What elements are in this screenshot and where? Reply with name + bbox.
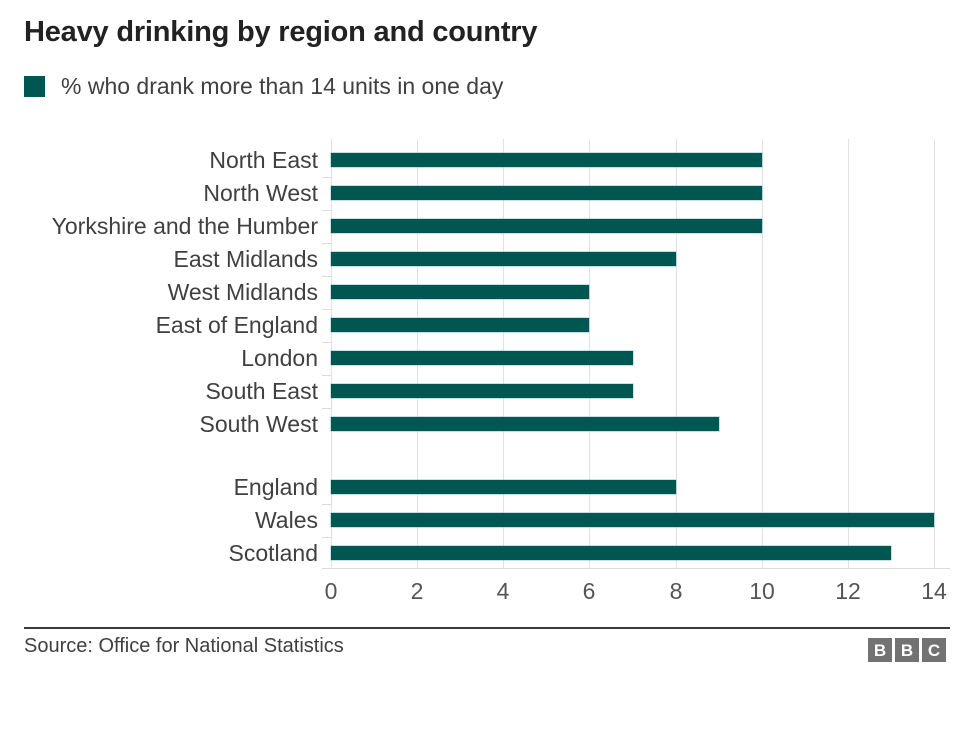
- footer-divider: [24, 627, 950, 629]
- bbc-logo-block: B: [868, 638, 892, 662]
- bar: [331, 252, 676, 266]
- bbc-logo-block: B: [895, 638, 919, 662]
- category-label: Scotland: [228, 540, 318, 566]
- bar: [331, 480, 676, 494]
- category-label: Wales: [254, 507, 318, 533]
- bar: [331, 186, 762, 200]
- bar: [331, 546, 891, 560]
- bar: [331, 417, 719, 431]
- bbc-logo-block: C: [922, 638, 946, 662]
- x-tick-label: 0: [324, 578, 338, 604]
- category-label: West Midlands: [167, 279, 318, 305]
- y-tick: [322, 375, 331, 376]
- category-label: South East: [205, 378, 318, 404]
- y-tick: [322, 210, 331, 211]
- bar: [331, 513, 934, 527]
- gridline: [676, 139, 677, 568]
- bar: [331, 153, 762, 167]
- chart-title: Heavy drinking by region and country: [24, 16, 538, 48]
- y-tick: [322, 309, 331, 310]
- gridline: [762, 139, 763, 568]
- x-tick-label: 14: [921, 578, 947, 604]
- bar: [331, 351, 633, 365]
- y-tick: [322, 408, 331, 409]
- y-tick: [322, 342, 331, 343]
- category-label: England: [233, 474, 318, 500]
- y-tick: [322, 243, 331, 244]
- bar: [331, 318, 589, 332]
- legend: % who drank more than 14 units in one da…: [24, 73, 503, 99]
- bbc-logo: B B C: [868, 638, 946, 662]
- bar: [331, 219, 762, 233]
- y-tick: [322, 276, 331, 277]
- x-tick-label: 12: [835, 578, 861, 604]
- x-tick-label: 10: [749, 578, 775, 604]
- bar: [331, 384, 633, 398]
- bar: [331, 285, 589, 299]
- x-axis-line: [322, 568, 950, 569]
- x-tick-label: 2: [410, 578, 424, 604]
- gridline: [934, 139, 935, 568]
- category-label: North West: [203, 180, 318, 206]
- bar-chart: 0 2 4 6 8 10 12 14 North East North West Yorkshire…: [51, 139, 950, 604]
- x-tick-label: 8: [669, 578, 683, 604]
- category-label: South West: [199, 411, 318, 437]
- y-tick: [322, 177, 331, 178]
- category-label: East of England: [155, 312, 318, 338]
- category-label: North East: [209, 147, 318, 173]
- legend-swatch: [24, 75, 45, 97]
- y-tick: [322, 504, 331, 505]
- x-tick-label: 4: [496, 578, 510, 604]
- category-label: Yorkshire and the Humber: [51, 213, 318, 239]
- category-label: London: [241, 345, 318, 371]
- gridline: [848, 139, 849, 568]
- y-tick: [322, 537, 331, 538]
- source-note: Source: Office for National Statistics: [24, 635, 344, 657]
- legend-label: % who drank more than 14 units in one da…: [61, 72, 504, 99]
- category-label: East Midlands: [173, 246, 318, 272]
- x-tick-label: 6: [582, 578, 596, 604]
